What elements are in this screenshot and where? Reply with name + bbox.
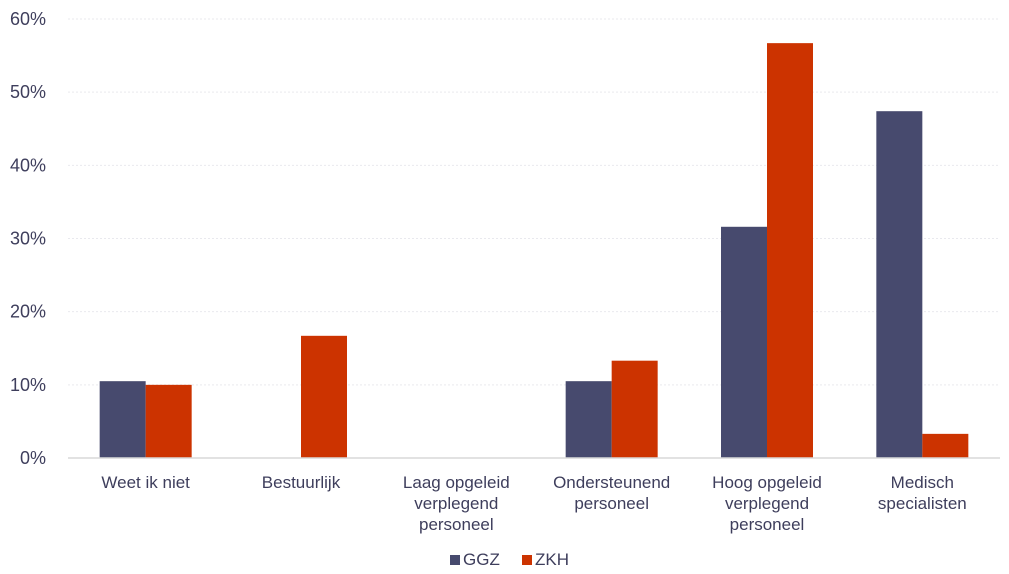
x-category-label-line: Hoog opgeleid <box>712 473 822 492</box>
x-category-label-line: Laag opgeleid <box>403 473 510 492</box>
legend-swatch-zkh <box>522 555 532 565</box>
x-category-label-line: personeel <box>574 494 649 513</box>
x-category-label: Laag opgeleid verplegend personeel <box>403 473 510 534</box>
x-axis: Weet ik niet Bestuurlijk Laag opgeleid verp… <box>101 473 966 534</box>
y-tick-label: 50% <box>10 82 46 102</box>
legend-label-ggz: GGZ <box>463 550 500 569</box>
x-category-label-line: Weet ik niet <box>101 473 190 492</box>
x-category-label-line: verplegend <box>725 494 809 513</box>
x-category-label: Bestuurlijk <box>262 473 341 492</box>
y-axis: 0% 10% 20% 30% 40% 50% 60% <box>10 9 46 468</box>
bars-layer <box>99 43 969 459</box>
bar-zkh-3 <box>611 360 658 458</box>
bar-ggz-4 <box>721 226 767 458</box>
x-category-label: Weet ik niet <box>101 473 190 492</box>
x-category-label-line: personeel <box>730 515 805 534</box>
x-category-label-line: Bestuurlijk <box>262 473 341 492</box>
bar-zkh-5 <box>922 433 969 458</box>
x-category-label-line: verplegend <box>414 494 498 513</box>
grid-layer <box>68 18 1000 386</box>
bar-ggz-3 <box>565 381 612 458</box>
y-tick-label: 40% <box>10 155 46 175</box>
y-tick-label: 30% <box>10 229 46 249</box>
x-category-label-line: specialisten <box>878 494 967 513</box>
bar-ggz-5 <box>876 111 923 458</box>
x-category-label: Ondersteunend personeel <box>553 473 670 513</box>
x-category-label-line: Ondersteunend <box>553 473 670 492</box>
bar-zkh-1 <box>301 335 347 458</box>
y-tick-label: 10% <box>10 375 46 395</box>
y-tick-label: 0% <box>20 448 46 468</box>
legend: GGZ ZKH <box>450 550 569 569</box>
bar-zkh-4 <box>767 43 813 459</box>
x-category-label-line: Medisch <box>891 473 954 492</box>
legend-label-zkh: ZKH <box>535 550 569 569</box>
x-category-label: Medisch specialisten <box>878 473 967 513</box>
x-category-label-line: personeel <box>419 515 494 534</box>
x-category-label: Hoog opgeleid verplegend personeel <box>712 473 822 534</box>
y-tick-label: 60% <box>10 9 46 29</box>
y-tick-label: 20% <box>10 302 46 322</box>
bar-ggz-0 <box>99 381 146 458</box>
legend-swatch-ggz <box>450 555 460 565</box>
bar-zkh-0 <box>145 384 192 458</box>
